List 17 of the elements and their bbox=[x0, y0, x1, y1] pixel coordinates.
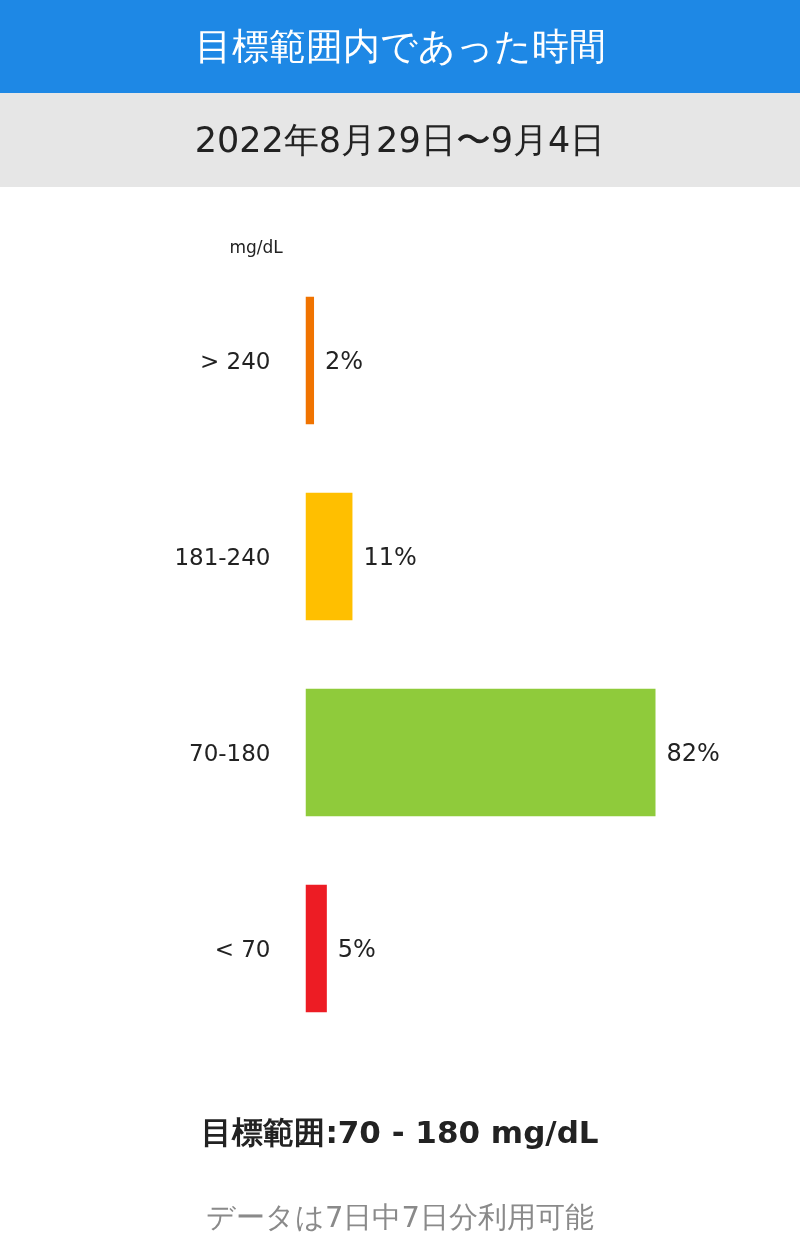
data-label: 11% bbox=[363, 542, 417, 571]
y-tick-label: 181-240 bbox=[174, 543, 271, 570]
chart-subtitle: 2022年8月29日〜9月4日 bbox=[194, 119, 606, 162]
bar bbox=[305, 296, 315, 425]
bar bbox=[305, 492, 353, 621]
bar bbox=[305, 884, 327, 1013]
y-tick-label: > 240 bbox=[200, 347, 271, 374]
data-label: 2% bbox=[325, 346, 364, 375]
y-axis-title: mg/dL bbox=[229, 236, 284, 257]
bar bbox=[305, 688, 656, 817]
text: データは7日中7日分利用可能 bbox=[206, 1199, 594, 1236]
data-label: 82% bbox=[666, 738, 720, 767]
data-label: 5% bbox=[337, 934, 376, 963]
y-tick-label: 70-180 bbox=[189, 739, 271, 766]
y-tick-label: < 70 bbox=[214, 935, 271, 962]
chart-title: 目標範囲内であった時間 bbox=[194, 24, 606, 70]
text: 目標範囲:70 - 180 mg/dL bbox=[201, 1113, 599, 1152]
